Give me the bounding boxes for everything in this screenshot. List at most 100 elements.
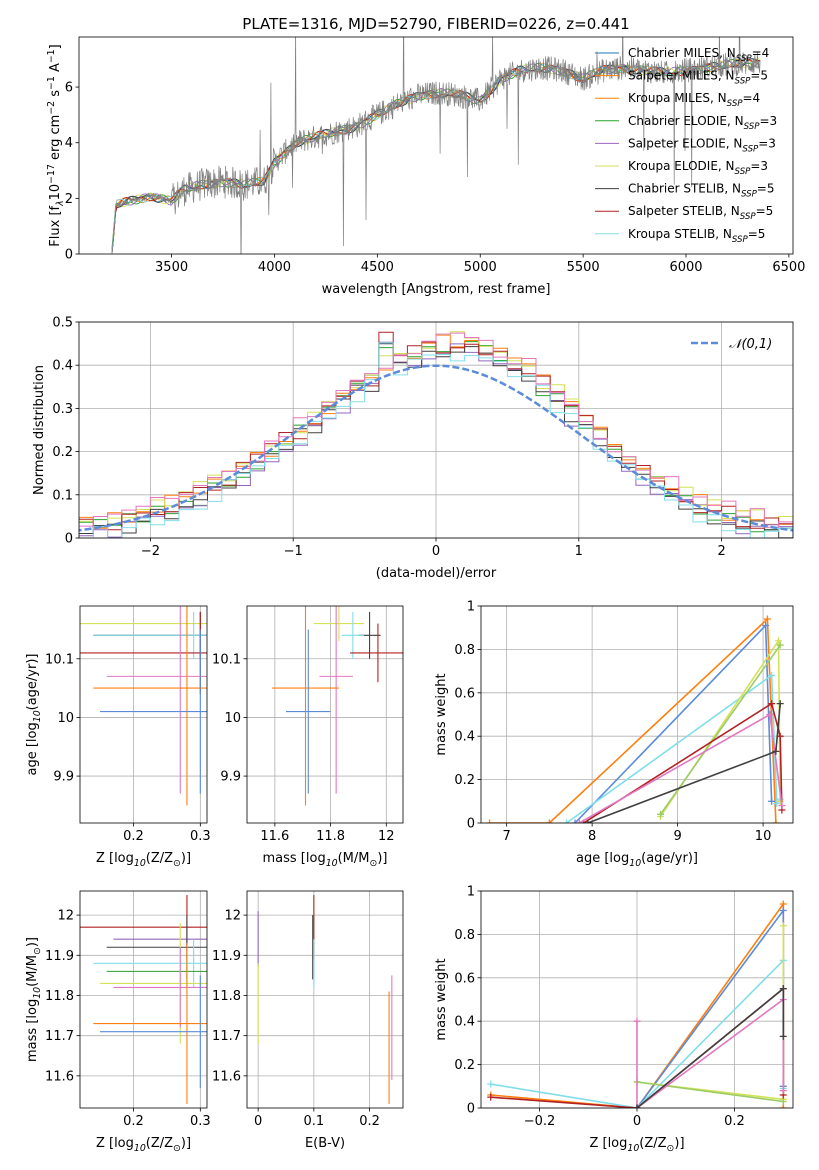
- y-tick-label: 1: [467, 600, 475, 615]
- y-tick-label: 11.7: [45, 1029, 74, 1044]
- x-tick-label: 0.2: [724, 1114, 745, 1129]
- x-axis-label: Z [log10​(Z/Z⊙​)]: [589, 1136, 684, 1154]
- plot-area: [487, 900, 787, 1108]
- weight-line: [566, 673, 781, 823]
- x-tick-label: 0.3: [190, 829, 211, 844]
- x-tick-label: 0.2: [359, 1114, 380, 1129]
- panel-age-vs-Z: 0.2 0.3 9.9 10 10.1 Z [log10​(Z/Z⊙​)] age [log…: [25, 605, 211, 869]
- plus-marker: [633, 1104, 641, 1108]
- y-tick-label: 11.8: [45, 989, 74, 1004]
- plus-marker: [768, 700, 776, 708]
- y-tick-label: 10.1: [212, 652, 241, 667]
- x-tick-label: 0: [432, 544, 440, 559]
- plot-area: [486, 615, 786, 823]
- plus-marker: [779, 985, 787, 993]
- x-tick-label: 0: [633, 1114, 641, 1129]
- x-axis-label: Z [log10​(Z/Z⊙​)]: [96, 851, 191, 869]
- x-tick-label: 1: [575, 544, 583, 559]
- x-tick-label: 3500: [155, 260, 188, 275]
- weight-line: [636, 908, 785, 1108]
- axes-frame: [246, 890, 404, 1109]
- y-tick-label: 0: [65, 532, 73, 547]
- axes-frame: [480, 605, 794, 824]
- x-axis-label: wavelength [Angstrom, rest frame]: [322, 282, 551, 297]
- x-axis-label: E(B-V): [305, 1136, 345, 1151]
- y-tick-label: 0.2: [454, 1058, 475, 1073]
- y-tick-label: 0: [467, 1102, 475, 1117]
- data-spectrum-line: [111, 37, 761, 254]
- y-tick-label: 11.7: [212, 1029, 241, 1044]
- legend-label: Kroupa STELIB, NSSP​=5: [628, 227, 765, 245]
- plus-marker: [779, 1032, 787, 1040]
- axes-frame: [79, 890, 208, 1109]
- legend-label: Chabrier ELODIE, NSSP​=3: [628, 114, 777, 132]
- weight-line: [636, 997, 785, 1108]
- axes-frame: [79, 605, 208, 824]
- y-tick-label: 11.8: [212, 989, 241, 1004]
- x-tick-label: 0.3: [190, 1114, 211, 1129]
- y-tick-label: 0.8: [454, 928, 475, 943]
- panel-mass-weight-vs-Z: −0.2 0 0.2 0 0.2 0.4 0.6 0.8 1 Z [log10​(Z/Z⊙​)] m…: [434, 885, 794, 1154]
- legend-label: 𝒩(0,1): [729, 337, 772, 352]
- plus-marker: [768, 797, 776, 805]
- plus-marker: [487, 1080, 495, 1088]
- y-tick-label: 12: [224, 909, 241, 924]
- data-point: [93, 611, 207, 659]
- plus-marker: [763, 615, 771, 623]
- data-point: [319, 606, 353, 794]
- y-tick-label: 0.4: [454, 730, 475, 745]
- plus-marker: [779, 922, 787, 930]
- y-tick-label: 0.4: [454, 1015, 475, 1030]
- plus-marker: [772, 747, 780, 755]
- legend-label: Salpeter STELIB, NSSP​=5: [628, 204, 773, 222]
- y-axis-label: mass weight: [434, 958, 449, 1040]
- data-point: [350, 623, 403, 683]
- weight-line: [574, 623, 773, 823]
- y-tick-label: 0: [467, 817, 475, 832]
- x-tick-label: 5000: [464, 260, 497, 275]
- x-tick-label: 0.2: [123, 829, 144, 844]
- panel-mass-vs-Z: 0.2 0.3 11.6 11.7 11.8 11.9 12 Z [log10​(Z/Z⊙​)…: [25, 890, 211, 1154]
- legend-label: Salpeter ELODIE, NSSP​=3: [628, 136, 776, 154]
- y-tick-label: 0.8: [454, 643, 475, 658]
- y-tick-label: 9.9: [53, 770, 74, 785]
- plus-marker: [766, 711, 774, 718]
- data-point: [113, 947, 207, 1028]
- x-tick-label: 8: [588, 829, 596, 844]
- data-point: [272, 606, 339, 806]
- x-tick-label: 7: [503, 829, 511, 844]
- y-tick-label: 0: [65, 248, 73, 263]
- data-point: [341, 611, 364, 659]
- weight-line: [583, 702, 783, 823]
- weight-line: [636, 925, 785, 1101]
- y-tick-label: 11.6: [45, 1069, 74, 1084]
- y-axis-label: mass weight: [434, 673, 449, 755]
- plus-marker: [545, 819, 553, 823]
- axes-frame: [246, 605, 404, 824]
- plus-marker: [487, 1093, 495, 1101]
- data-point: [106, 606, 207, 794]
- plus-marker: [779, 1104, 787, 1108]
- plus-marker: [776, 700, 784, 708]
- x-tick-label: 0: [254, 1114, 262, 1129]
- y-tick-label: 0.2: [454, 773, 475, 788]
- plus-marker: [657, 810, 665, 818]
- normal-curve: [79, 364, 793, 532]
- x-tick-label: 6000: [669, 260, 702, 275]
- panel-spectrum: 3500 4000 4500 5000 5500 6000 6500 0 2 4 6 waveleng…: [46, 36, 805, 297]
- y-tick-label: 0.4: [52, 359, 73, 374]
- plus-marker: [762, 622, 770, 630]
- plus-marker: [584, 819, 592, 823]
- y-tick-label: 9.9: [220, 770, 241, 785]
- plus-marker: [774, 637, 782, 645]
- x-tick-label: 10: [755, 829, 772, 844]
- y-tick-label: 0.5: [52, 316, 73, 331]
- y-tick-label: 1: [467, 885, 475, 900]
- y-tick-label: 10: [57, 711, 74, 726]
- x-tick-label: 12: [378, 829, 395, 844]
- plot-area: [80, 606, 207, 806]
- plot-area: [80, 895, 207, 1104]
- y-tick-label: 12: [57, 909, 74, 924]
- y-tick-label: 10: [224, 711, 241, 726]
